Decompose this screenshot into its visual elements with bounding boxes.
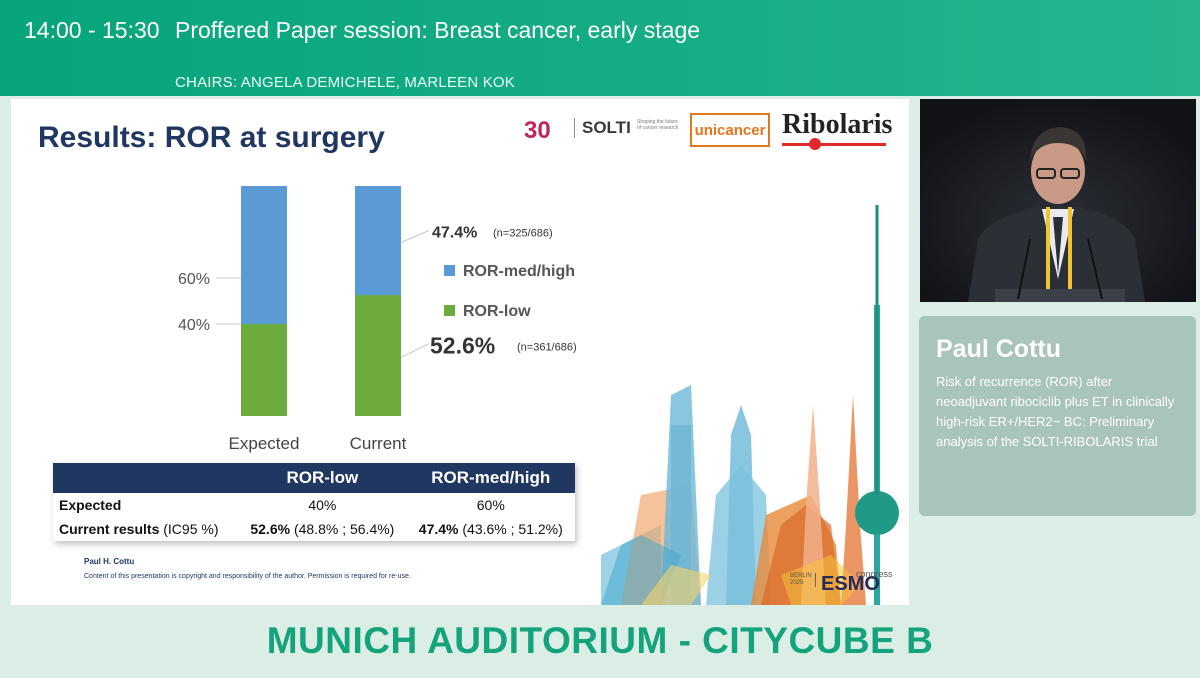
legend-swatch: [444, 305, 455, 316]
annotation-n-low: (n=361/686): [517, 342, 577, 354]
table-header-row: ROR-low ROR-med/high: [53, 463, 575, 493]
cell-ci: (43.6% ; 51.2%): [458, 521, 563, 537]
solti-tagline: Shaping the future of cancer research: [637, 119, 679, 131]
table-row: Current results (IC95 %) 52.6% (48.8% ; …: [53, 517, 575, 541]
esmo-city: BERLIN: [790, 573, 812, 579]
cell-value: 52.6%: [250, 521, 291, 537]
legend-label: ROR-med/high: [463, 263, 575, 280]
y-tick-label: 60%: [178, 271, 210, 288]
x-tick-label: Expected: [229, 434, 300, 453]
table-row: Expected 40% 60%: [53, 493, 575, 517]
bar-ror-low-current: [355, 295, 401, 416]
session-title: Proffered Paper session: Breast cancer, …: [175, 17, 701, 43]
cell-value: 47.4%: [418, 521, 459, 537]
y-tick-label: 40%: [178, 317, 210, 334]
table-row-label: Current results (IC95 %): [53, 517, 238, 541]
row-label-suffix: (IC95 %): [159, 521, 219, 537]
annotation-leader-low: [400, 343, 430, 358]
speaker-talk-title: Risk of recurrence (ROR) after neoadjuva…: [936, 374, 1175, 449]
legend-swatch: [444, 265, 455, 276]
ribolaris-logo: Ribolaris: [782, 109, 893, 140]
table-header-ror-medhigh: ROR-med/high: [406, 463, 575, 493]
speaker-name: Paul Cottu: [936, 335, 1061, 363]
ribolaris-underline: [782, 143, 886, 146]
table-cell-high: 47.4% (43.6% ; 51.2%): [407, 517, 575, 541]
slide-footer-author: Paul H. Cottu: [84, 557, 135, 566]
annotation-n-high: (n=325/686): [493, 228, 553, 240]
ror-stacked-bar-chart: 60% 40% Expected Current 47.4% (n=325/686) 52.…: [178, 186, 577, 453]
session-time: 14:00 - 15:30: [24, 17, 160, 43]
unicancer-logo-text: unicancer: [694, 121, 766, 139]
annotation-value-low: 52.6%: [430, 333, 495, 359]
esmo-congress-label: congress: [856, 569, 893, 579]
berlin-skyline-illustration: [601, 205, 899, 605]
table-cell-low: 40%: [238, 493, 406, 517]
presentation-slide: Results: ROR at surgery 30 SOLTI Shaping…: [11, 99, 909, 605]
speaker-info-panel: Paul Cottu Risk of recurrence (ROR) afte…: [919, 316, 1196, 516]
bar-ror-med-high-current: [355, 186, 401, 296]
speaker-video: [920, 99, 1196, 302]
esmo-logo: ESMO: [821, 573, 880, 595]
anniversary-logo: 30: [524, 117, 551, 144]
bar-ror-low-expected: [241, 324, 287, 416]
legend-label: ROR-low: [463, 303, 531, 320]
bar-ror-med-high-expected: [241, 186, 287, 324]
esmo-year: 2025: [790, 580, 804, 586]
session-chairs: CHAIRS: ANGELA DEMICHELE, MARLEEN KOK: [175, 74, 515, 91]
session-header: 14:00 - 15:30 Proffered Paper session: B…: [0, 0, 1200, 96]
results-table: ROR-low ROR-med/high Expected 40% 60% Cu…: [53, 463, 575, 541]
table-header-empty: [53, 463, 239, 493]
cell-value: 40%: [308, 497, 337, 513]
speaker-video-frame: [920, 99, 1196, 302]
solti-logo: SOLTI: [574, 118, 631, 138]
room-name: MUNICH AUDITORIUM - CITYCUBE B: [266, 620, 934, 661]
x-tick-label: Current: [350, 434, 407, 453]
annotation-value-high: 47.4%: [432, 225, 477, 242]
slide-footer-copyright: Content of this presentation is copyrigh…: [84, 573, 411, 580]
unicancer-logo: unicancer: [690, 113, 770, 147]
row-label-text: Current results: [59, 521, 160, 537]
esmo-event-small-text: BERLIN 2025: [790, 573, 816, 587]
table-cell-high: 60%: [407, 493, 575, 517]
table-row-label: Expected: [53, 493, 238, 517]
table-cell-low: 52.6% (48.8% ; 56.4%): [238, 517, 406, 541]
ribolaris-dot: [809, 138, 821, 150]
table-header-ror-low: ROR-low: [238, 463, 407, 493]
row-label-text: Expected: [59, 497, 122, 513]
cell-ci: (48.8% ; 56.4%): [290, 521, 395, 537]
slide-title: Results: ROR at surgery: [38, 121, 385, 154]
annotation-leader-high: [400, 230, 430, 243]
cell-value: 60%: [476, 497, 505, 513]
